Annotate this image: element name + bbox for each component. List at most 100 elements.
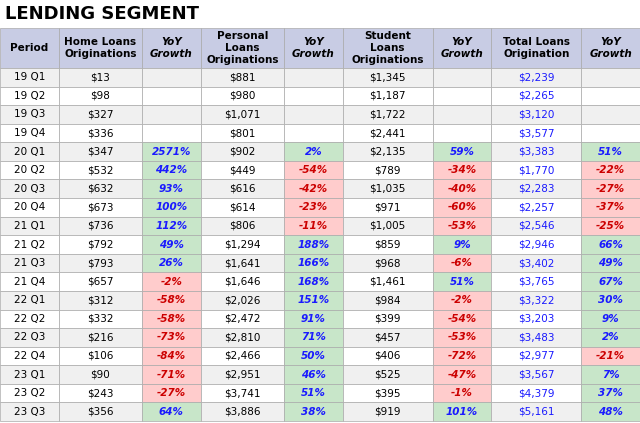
Text: $13: $13 xyxy=(90,72,110,82)
Text: 46%: 46% xyxy=(301,370,326,379)
Text: -2%: -2% xyxy=(451,295,473,305)
Bar xyxy=(284,87,343,105)
Text: $532: $532 xyxy=(87,165,114,175)
Text: $3,567: $3,567 xyxy=(518,370,555,379)
Bar xyxy=(492,272,581,291)
Text: -71%: -71% xyxy=(157,370,186,379)
Bar xyxy=(201,254,284,272)
Text: 20 Q2: 20 Q2 xyxy=(13,165,45,175)
Bar xyxy=(201,28,284,68)
Text: $806: $806 xyxy=(229,221,255,231)
Text: $2,265: $2,265 xyxy=(518,91,555,101)
Bar xyxy=(201,179,284,198)
Text: -22%: -22% xyxy=(596,165,625,175)
Text: $106: $106 xyxy=(87,351,113,361)
Bar xyxy=(492,105,581,124)
Text: $2,546: $2,546 xyxy=(518,221,555,231)
Text: YoY
Growth: YoY Growth xyxy=(440,37,483,59)
Bar xyxy=(433,384,492,402)
Bar xyxy=(284,217,343,235)
Bar xyxy=(59,272,142,291)
Bar xyxy=(492,347,581,365)
Bar xyxy=(433,365,492,384)
Text: $5,161: $5,161 xyxy=(518,407,555,417)
Text: $2,946: $2,946 xyxy=(518,239,555,250)
Text: 67%: 67% xyxy=(598,277,623,287)
Bar xyxy=(0,142,59,161)
Text: $1,461: $1,461 xyxy=(369,277,406,287)
Bar xyxy=(142,384,201,402)
Text: YoY
Growth: YoY Growth xyxy=(150,37,193,59)
Bar xyxy=(0,179,59,198)
Text: $3,383: $3,383 xyxy=(518,147,555,157)
Bar xyxy=(0,402,59,421)
Text: $2,810: $2,810 xyxy=(224,332,260,342)
Bar xyxy=(142,161,201,179)
Text: $1,722: $1,722 xyxy=(369,110,406,119)
Text: -84%: -84% xyxy=(157,351,186,361)
Bar xyxy=(142,402,201,421)
Text: $525: $525 xyxy=(374,370,401,379)
Text: 51%: 51% xyxy=(598,147,623,157)
Bar xyxy=(581,254,640,272)
Text: $3,120: $3,120 xyxy=(518,110,554,119)
Text: $332: $332 xyxy=(87,314,114,324)
Text: 21 Q4: 21 Q4 xyxy=(13,277,45,287)
Text: $3,741: $3,741 xyxy=(224,388,260,398)
Text: 21 Q2: 21 Q2 xyxy=(13,239,45,250)
Text: 23 Q3: 23 Q3 xyxy=(13,407,45,417)
Bar xyxy=(142,124,201,142)
Bar xyxy=(343,142,433,161)
Text: -6%: -6% xyxy=(451,258,473,268)
Text: -40%: -40% xyxy=(447,184,477,194)
Text: 23 Q1: 23 Q1 xyxy=(13,370,45,379)
Bar xyxy=(201,365,284,384)
Bar xyxy=(284,124,343,142)
Bar xyxy=(201,87,284,105)
Bar xyxy=(284,328,343,347)
Bar xyxy=(59,384,142,402)
Bar xyxy=(284,347,343,365)
Bar xyxy=(201,384,284,402)
Bar xyxy=(284,198,343,217)
Text: LENDING SEGMENT: LENDING SEGMENT xyxy=(5,5,199,23)
Bar xyxy=(284,179,343,198)
Bar xyxy=(581,124,640,142)
Bar xyxy=(343,272,433,291)
Bar xyxy=(201,310,284,328)
Bar xyxy=(142,365,201,384)
Bar xyxy=(492,402,581,421)
Text: 59%: 59% xyxy=(449,147,474,157)
Text: -37%: -37% xyxy=(596,202,625,212)
Bar xyxy=(59,365,142,384)
Bar xyxy=(581,365,640,384)
Bar xyxy=(343,217,433,235)
Text: $1,035: $1,035 xyxy=(369,184,406,194)
Bar xyxy=(142,68,201,87)
Text: $347: $347 xyxy=(87,147,114,157)
Text: -58%: -58% xyxy=(157,314,186,324)
Bar xyxy=(343,87,433,105)
Bar xyxy=(433,402,492,421)
Bar xyxy=(0,291,59,310)
Bar xyxy=(142,179,201,198)
Text: $793: $793 xyxy=(87,258,114,268)
Bar xyxy=(492,291,581,310)
Bar xyxy=(433,254,492,272)
Text: $1,770: $1,770 xyxy=(518,165,554,175)
Text: 9%: 9% xyxy=(602,314,620,324)
Bar xyxy=(142,217,201,235)
Bar xyxy=(59,291,142,310)
Bar xyxy=(581,179,640,198)
Bar xyxy=(343,198,433,217)
Text: $1,345: $1,345 xyxy=(369,72,406,82)
Bar xyxy=(433,124,492,142)
Bar xyxy=(201,198,284,217)
Text: -53%: -53% xyxy=(447,221,477,231)
Text: $614: $614 xyxy=(229,202,255,212)
Bar xyxy=(201,235,284,254)
Bar xyxy=(142,254,201,272)
Text: $3,765: $3,765 xyxy=(518,277,555,287)
Text: -53%: -53% xyxy=(447,332,477,342)
Text: $2,466: $2,466 xyxy=(224,351,260,361)
